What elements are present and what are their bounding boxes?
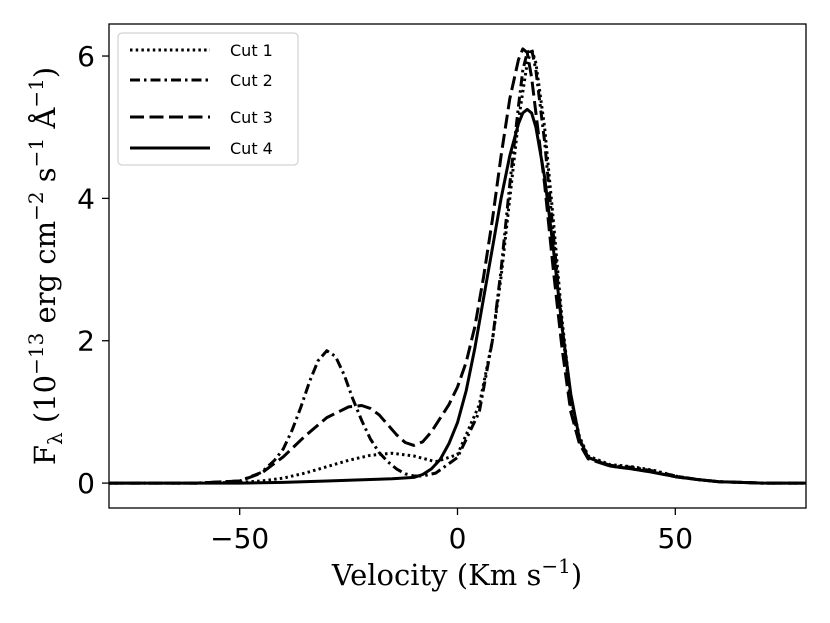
- y-axis-title-exp13: −13: [24, 333, 48, 375]
- legend-label-cut-2: Cut 2: [230, 71, 273, 90]
- series-line-cut-1: [109, 47, 806, 485]
- y-axis-title-exp1a: −1: [24, 138, 48, 167]
- y-axis-title-lambda: λ: [43, 432, 67, 445]
- x-axis-title-tail: ): [571, 558, 582, 592]
- legend-label-cut-1: Cut 1: [230, 41, 273, 60]
- y-tick-label: 2: [77, 325, 95, 358]
- plot-frame: [108, 23, 807, 509]
- x-axis-title-exponent: −1: [541, 554, 570, 578]
- y-axis-title-exp1b: −1: [24, 78, 48, 107]
- ticks-layer: −50 0 50 0 2 4 6: [77, 40, 693, 555]
- x-tick-label: 0: [449, 522, 467, 555]
- y-tick-label: 0: [77, 467, 95, 500]
- y-tick-label: 4: [77, 182, 95, 215]
- y-axis-title-close: ): [28, 67, 62, 78]
- x-tick-label: −50: [210, 522, 269, 555]
- legend: Cut 1 Cut 2 Cut 3 Cut 4: [117, 32, 299, 166]
- y-axis-title-exp2: −2: [24, 191, 48, 220]
- x-axis-title-main: Velocity (Km s: [331, 558, 542, 592]
- x-axis-title: Velocity (Km s−1): [331, 554, 582, 592]
- y-axis-title-erg: erg cm: [28, 221, 62, 333]
- y-axis-title: Fλ (10−13 erg cm−2 s−1 Å−1): [24, 67, 67, 465]
- series-layer: [109, 47, 806, 485]
- y-axis-title-f: F: [28, 445, 62, 465]
- x-tick-label: 50: [657, 522, 693, 555]
- y-axis-title-open: (10: [28, 375, 62, 432]
- y-tick-label: 6: [77, 40, 95, 73]
- legend-label-cut-3: Cut 3: [230, 108, 273, 127]
- y-axis-title-angstrom: Å: [27, 107, 62, 138]
- y-axis-title-s: s: [28, 167, 62, 191]
- legend-box: [117, 32, 299, 166]
- series-line-cut-4: [109, 107, 806, 485]
- legend-label-cut-4: Cut 4: [230, 139, 273, 158]
